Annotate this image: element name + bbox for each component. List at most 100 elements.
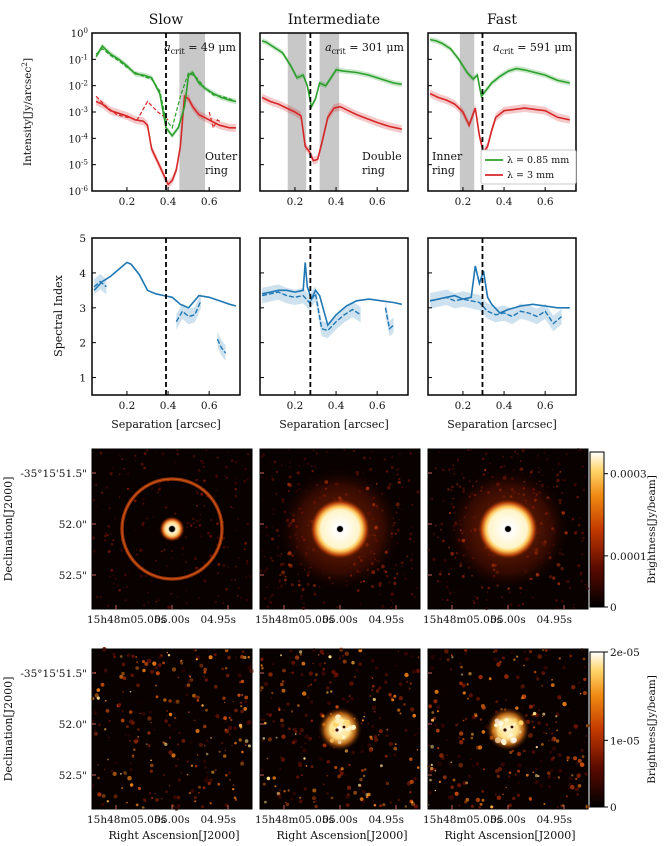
noise-speckle (517, 769, 521, 773)
noise-speckle (288, 727, 291, 731)
noise-speckle (203, 675, 206, 678)
noise-speckle (121, 458, 124, 460)
noise-speckle (581, 539, 585, 543)
halo-speckle (487, 491, 491, 494)
halo-speckle (355, 470, 360, 475)
noise-speckle (207, 531, 210, 535)
bright-speckle (460, 673, 464, 676)
noise-speckle (582, 657, 586, 661)
core-speckle (497, 720, 504, 727)
noise-speckle (488, 677, 492, 681)
halo-speckle (373, 552, 376, 555)
noise-speckle (517, 781, 520, 784)
noise-speckle (390, 606, 393, 609)
noise-speckle (549, 750, 552, 754)
x-axis-label: Separation [arcsec] (447, 418, 556, 431)
noise-speckle (475, 797, 481, 803)
x-tick-label: 0.6 (369, 196, 386, 208)
noise-speckle (127, 653, 131, 657)
red-uncertainty-band (430, 89, 570, 157)
noise-speckle (310, 765, 314, 769)
noise-speckle (327, 701, 331, 705)
noise-speckle (537, 654, 542, 659)
noise-speckle (379, 593, 382, 596)
noise-speckle (579, 762, 585, 767)
noise-speckle (120, 548, 123, 552)
noise-speckle (103, 668, 108, 673)
noise-speckle (245, 576, 248, 579)
noise-speckle (297, 704, 300, 707)
noise-speckle (244, 541, 248, 545)
halo-speckle (534, 551, 538, 555)
halo-speckle (375, 483, 378, 485)
noise-speckle (458, 736, 461, 739)
a-crit-label: acrit = 301 μm (325, 41, 404, 56)
noise-speckle (196, 492, 199, 495)
noise-speckle (496, 795, 502, 801)
noise-speckle (104, 699, 107, 702)
bright-speckle (351, 661, 355, 665)
noise-speckle (541, 474, 544, 476)
noise-speckle (142, 712, 146, 716)
noise-speckle (143, 466, 146, 470)
halo-speckle (448, 573, 450, 575)
noise-speckle (385, 781, 389, 786)
halo-speckle (371, 570, 376, 575)
x-axis-label: Right Ascension[J2000] (444, 829, 575, 842)
noise-speckle (265, 573, 267, 575)
noise-speckle (395, 664, 398, 667)
noise-speckle (217, 782, 220, 785)
bright-speckle (264, 721, 267, 725)
noise-speckle (282, 668, 286, 673)
noise-speckle (288, 461, 291, 464)
noise-speckle (237, 693, 241, 697)
noise-speckle (121, 690, 125, 693)
noise-speckle (240, 655, 245, 659)
noise-speckle (150, 721, 152, 724)
noise-speckle (519, 592, 522, 594)
noise-speckle (313, 592, 317, 596)
halo-speckle (555, 485, 559, 488)
noise-speckle (165, 714, 168, 717)
noise-speckle (353, 675, 357, 679)
bright-speckle (404, 805, 407, 808)
noise-speckle (437, 747, 440, 750)
noise-speckle (185, 561, 187, 564)
noise-speckle (129, 783, 134, 787)
noise-speckle (124, 733, 127, 736)
noise-speckle (217, 595, 220, 598)
noise-speckle (146, 517, 149, 520)
noise-speckle (446, 658, 450, 662)
halo-speckle (366, 511, 371, 516)
noise-speckle (180, 772, 183, 774)
noise-speckle (107, 550, 111, 553)
noise-speckle (379, 804, 382, 808)
panel-frame (259, 237, 409, 396)
halo-speckle (495, 570, 499, 574)
noise-speckle (142, 660, 145, 663)
noise-speckle (180, 661, 184, 665)
noise-speckle (234, 578, 237, 581)
noise-speckle (442, 690, 444, 692)
noise-speckle (155, 671, 160, 676)
noise-speckle (458, 804, 461, 807)
halo-speckle (523, 480, 526, 483)
noise-speckle (499, 660, 502, 664)
noise-speckle (247, 656, 250, 659)
noise-speckle (307, 696, 310, 699)
noise-speckle (301, 588, 305, 592)
noise-speckle (439, 657, 442, 661)
noise-speckle (407, 688, 411, 691)
noise-speckle (482, 768, 485, 771)
noise-speckle (568, 731, 572, 735)
halo-speckle (475, 480, 478, 483)
red-dashed-line-2 (208, 111, 222, 130)
noise-speckle (552, 468, 554, 471)
noise-speckle (556, 474, 559, 477)
noise-speckle (439, 528, 442, 531)
blue-solid-line (429, 265, 570, 314)
noise-speckle (147, 731, 151, 735)
noise-speckle (241, 693, 244, 697)
noise-speckle (501, 656, 505, 660)
